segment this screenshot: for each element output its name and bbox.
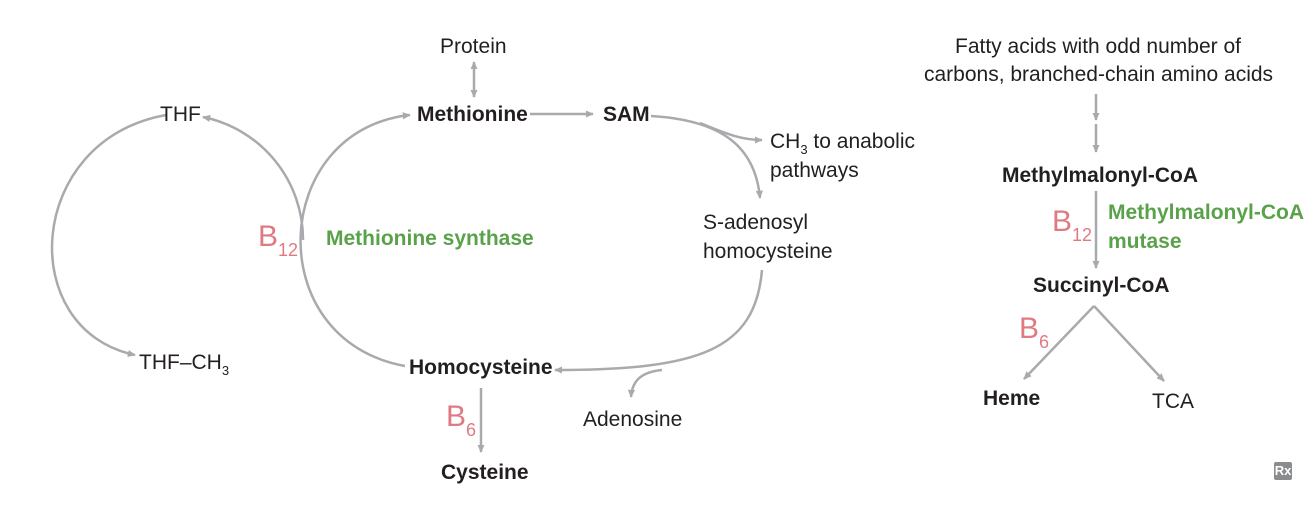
s-adenosyl-label: S-adenosyl [703,211,809,234]
protein-label: Protein [440,35,507,58]
methionine-label: Methionine [417,103,528,126]
succinyl-coa-label: Succinyl-CoA [1033,274,1170,297]
ch3-subscript: 3 [800,142,808,157]
vitamin-b6-right-label: B6 [1019,312,1050,352]
arrow-adenosine-branch [627,368,663,398]
b6-base: B [446,400,467,433]
ch3-suffix: to anabolic [807,130,915,153]
pathways-label: pathways [770,159,859,182]
source-line2: carbons, branched-chain amino acids [924,63,1274,86]
ch3-prefix: CH [770,130,801,153]
ch3-anabolic-label: CH3 to anabolic [770,131,915,156]
b12-right-sub: 12 [1072,225,1093,245]
methylmalonyl-coa-label: Methylmalonyl-CoA [1002,164,1199,187]
b6-sub: 6 [466,420,477,440]
tca-label: TCA [1152,390,1194,413]
b6-right-sub: 6 [1039,332,1050,352]
thf-ch3-label: THF–CH3 [139,352,229,377]
vitamin-b12-right-label: B12 [1052,205,1093,245]
b6-right-base: B [1019,312,1040,345]
thf-ch3-prefix: THF–CH [139,351,222,374]
sam-label: SAM [603,103,650,126]
heme-label: Heme [983,387,1041,410]
arrow-succinyl-to-tca [1093,305,1165,382]
adenosine-label: Adenosine [583,408,683,431]
methionine-synthase-label: Methionine synthase [326,227,534,250]
b12-sub: 12 [278,240,299,260]
arrow-ch3-branch [699,121,763,144]
arrow-homocysteine-to-methionine [299,112,411,368]
arrow-sam-to-sah [650,114,763,199]
thf-label: THF [160,103,201,126]
rx-logo-icon: Rx [1274,462,1292,480]
thf-ch3-subscript: 3 [221,363,230,378]
cysteine-label: Cysteine [441,461,529,484]
arrow-thf-to-thf-ch3 [50,113,167,358]
vitamin-b12-label: B12 [258,220,299,260]
mutase-line1: Methylmalonyl-CoA [1108,201,1305,224]
mutase-line2: mutase [1108,230,1182,253]
vitamin-b6-label: B6 [446,400,477,440]
arrow-succinyl-to-heme [1023,305,1095,380]
source-line1: Fatty acids with odd number of [955,35,1241,58]
b12-right-base: B [1052,205,1073,238]
homocysteine-sah-label: homocysteine [703,240,833,263]
arrow-sah-to-homocysteine [554,269,764,374]
arrow-thf-ch3-to-thf [202,114,305,241]
homocysteine-label: Homocysteine [409,356,553,379]
b12-base: B [258,220,279,253]
